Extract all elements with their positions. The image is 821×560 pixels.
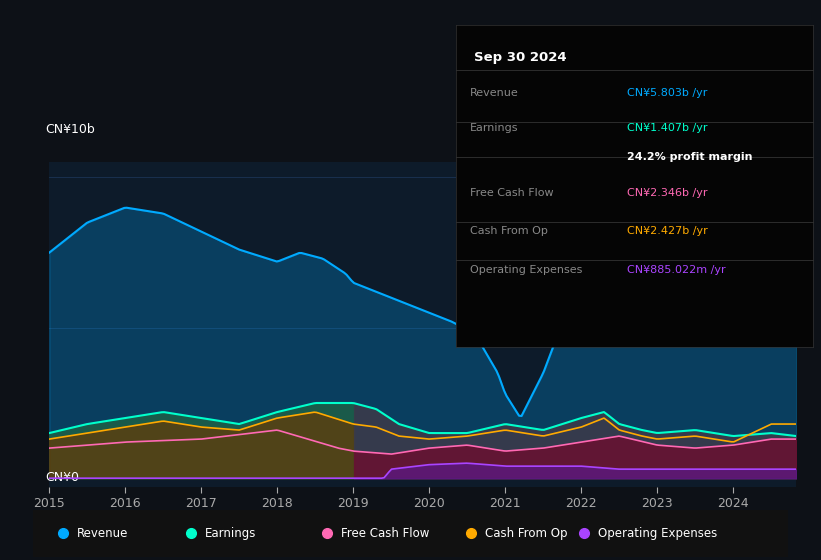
Text: Revenue: Revenue (470, 88, 519, 98)
Text: Revenue: Revenue (76, 527, 128, 540)
Text: Earnings: Earnings (470, 123, 518, 133)
Text: Operating Expenses: Operating Expenses (598, 527, 717, 540)
Text: CN¥885.022m /yr: CN¥885.022m /yr (627, 265, 726, 275)
Text: CN¥2.346b /yr: CN¥2.346b /yr (627, 188, 708, 198)
Text: CN¥2.427b /yr: CN¥2.427b /yr (627, 226, 708, 236)
Text: Sep 30 2024: Sep 30 2024 (474, 51, 566, 64)
Text: Free Cash Flow: Free Cash Flow (470, 188, 553, 198)
Text: CN¥5.803b /yr: CN¥5.803b /yr (627, 88, 708, 98)
Text: CN¥1.407b /yr: CN¥1.407b /yr (627, 123, 708, 133)
Text: 24.2% profit margin: 24.2% profit margin (627, 152, 753, 162)
Text: Free Cash Flow: Free Cash Flow (341, 527, 429, 540)
Text: Cash From Op: Cash From Op (470, 226, 548, 236)
Text: Operating Expenses: Operating Expenses (470, 265, 582, 275)
Text: Earnings: Earnings (205, 527, 256, 540)
Text: CN¥10b: CN¥10b (45, 123, 95, 137)
Text: Cash From Op: Cash From Op (484, 527, 567, 540)
Text: CN¥0: CN¥0 (45, 471, 80, 484)
